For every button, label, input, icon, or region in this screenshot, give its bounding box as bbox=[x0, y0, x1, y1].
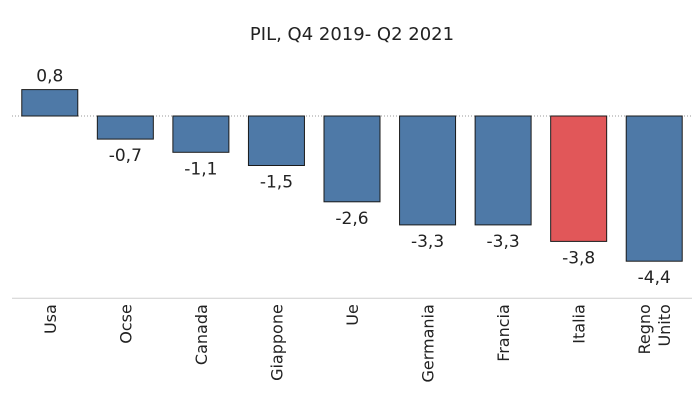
x-tick-label-canada: Canada bbox=[192, 304, 211, 365]
x-tick-label-italia: Italia bbox=[570, 304, 589, 344]
value-label-germania: -3,3 bbox=[411, 232, 444, 252]
value-label-canada: -1,1 bbox=[184, 159, 217, 179]
bar-germania bbox=[399, 115, 457, 226]
x-tick-label-line: Usa bbox=[41, 304, 60, 334]
bar-usa bbox=[21, 89, 79, 117]
value-label-giappone: -1,5 bbox=[260, 173, 293, 193]
bar-ocse bbox=[96, 115, 154, 140]
bar-regno-unito bbox=[625, 115, 683, 262]
x-tick-label-usa: Usa bbox=[41, 304, 60, 334]
bar-giappone bbox=[247, 115, 305, 166]
bar-francia bbox=[474, 115, 532, 226]
x-tick-label-line: Italia bbox=[570, 304, 589, 344]
value-label-regno-unito: -4,4 bbox=[638, 268, 671, 288]
bar-canada bbox=[172, 115, 230, 153]
x-tick-label-line: Ue bbox=[343, 304, 362, 326]
x-tick-label-ue: Ue bbox=[343, 304, 362, 326]
x-tick-label-line: Ocse bbox=[116, 304, 135, 344]
bar-ue bbox=[323, 115, 381, 203]
x-tick-label-francia: Francia bbox=[494, 304, 513, 362]
value-label-ocse: -0,7 bbox=[109, 146, 142, 166]
bar-italia bbox=[550, 115, 608, 242]
x-tick-label-giappone: Giappone bbox=[267, 304, 286, 381]
value-label-francia: -3,3 bbox=[487, 232, 520, 252]
x-tick-label-line: Germania bbox=[419, 304, 438, 382]
value-labels-group: 0,8 -0,7 -1,1 -1,5 -2,6 -3,3 -3,3 -3,8 -4,4 bbox=[36, 67, 671, 289]
x-tick-label-line: Giappone bbox=[267, 304, 286, 381]
bars-group bbox=[21, 89, 683, 262]
x-tick-label-regno-unito: RegnoUnito bbox=[635, 304, 674, 354]
x-tick-label-line: Regno bbox=[635, 304, 654, 354]
x-tick-label-line: Francia bbox=[494, 304, 513, 362]
x-tick-label-line: Canada bbox=[192, 304, 211, 365]
value-label-ue: -2,6 bbox=[335, 209, 368, 229]
x-tick-labels-group: Usa Ocse Canada Giappone Ue Germania Francia It… bbox=[41, 304, 674, 382]
value-label-italia: -3,8 bbox=[562, 248, 595, 268]
chart-title: PIL, Q4 2019- Q2 2021 bbox=[250, 24, 454, 45]
x-tick-label-ocse: Ocse bbox=[116, 304, 135, 344]
x-tick-label-line: Unito bbox=[655, 304, 674, 346]
value-label-usa: 0,8 bbox=[36, 67, 63, 87]
x-tick-label-germania: Germania bbox=[419, 304, 438, 382]
